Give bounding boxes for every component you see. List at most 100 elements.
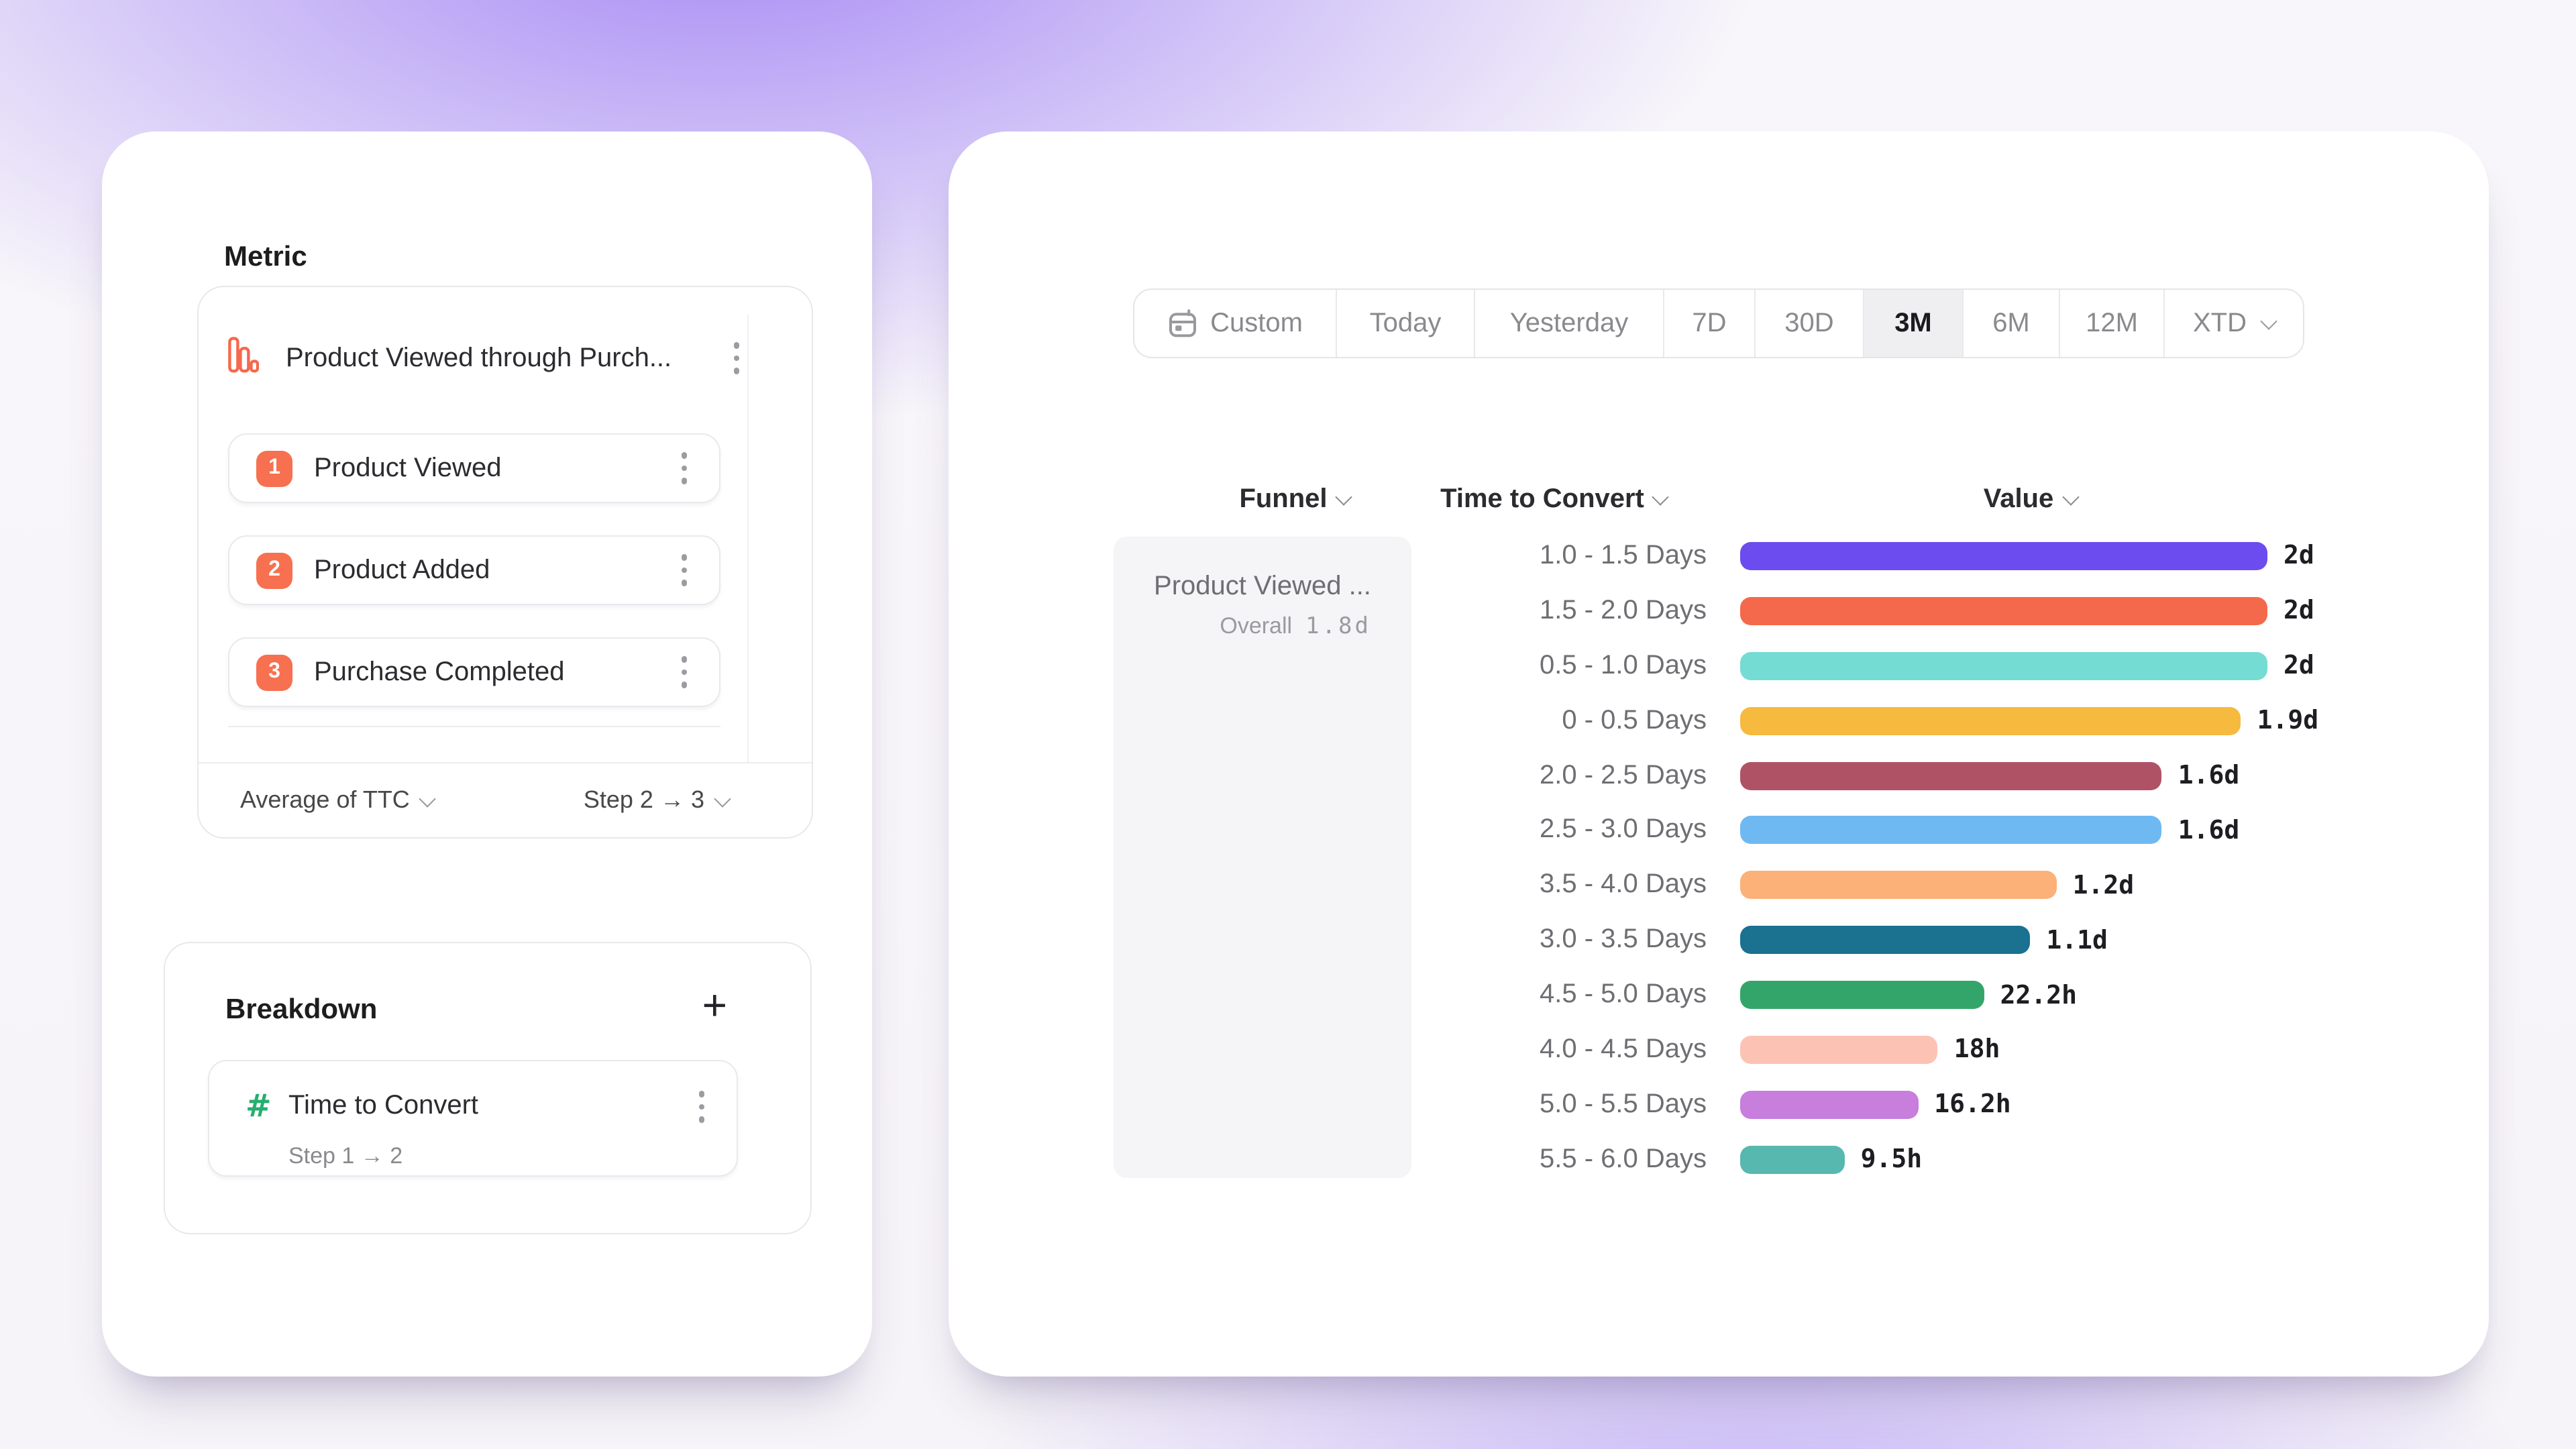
- date-range-option-label: 7D: [1692, 308, 1727, 337]
- chart-row: 2.5 - 3.0 Days 1.6d: [1456, 803, 2475, 858]
- date-range-option-label: Today: [1369, 308, 1442, 337]
- bar-value-label: 1.2d: [2072, 870, 2135, 900]
- funnel-step-row[interactable]: 3 Purchase Completed: [228, 637, 720, 707]
- bar-value-label: 1.6d: [2178, 761, 2240, 790]
- value-bar[interactable]: [1740, 871, 2057, 900]
- bucket-label: 0.5 - 1.0 Days: [1539, 650, 1707, 680]
- date-range-option-label: 30D: [1784, 308, 1834, 337]
- date-range-option-yesterday[interactable]: Yesterday: [1474, 290, 1663, 357]
- step-number-badge: 1: [256, 450, 292, 486]
- ttc-bar-chart: 1.0 - 1.5 Days 2d 1.5 - 2.0 Days 2d 0.5 …: [1456, 529, 2475, 1187]
- chevron-down-icon: [714, 790, 731, 808]
- date-range-option-today[interactable]: Today: [1336, 290, 1474, 357]
- metric-panel: Product Viewed through Purch... 1 Produc…: [197, 286, 813, 839]
- value-bar[interactable]: [1740, 926, 2031, 955]
- date-range-option-label: Yesterday: [1509, 308, 1629, 337]
- date-range-picker: Custom Today Yesterday 7D 30D 3M 6M 12M XTD: [1133, 288, 2304, 358]
- step-number-badge: 2: [256, 552, 292, 588]
- time-to-convert-column-header[interactable]: Time to Convert: [1406, 482, 1701, 517]
- step-menu-icon[interactable]: [673, 445, 695, 492]
- value-bar[interactable]: [1740, 1035, 1938, 1064]
- aggregation-dropdown[interactable]: Average of TTC: [240, 786, 437, 814]
- chevron-down-icon: [419, 790, 437, 808]
- bar-value-label: 16.2h: [1934, 1089, 2011, 1120]
- date-range-option-7d[interactable]: 7D: [1663, 290, 1754, 357]
- footer-divider: [199, 762, 812, 763]
- bucket-label: 4.5 - 5.0 Days: [1539, 979, 1707, 1010]
- funnel-step-row[interactable]: 1 Product Viewed: [228, 433, 720, 503]
- bucket-label: 2.5 - 3.0 Days: [1539, 814, 1707, 845]
- date-range-option-3m[interactable]: 3M: [1863, 290, 1962, 357]
- chart-row: 5.0 - 5.5 Days 16.2h: [1456, 1077, 2475, 1132]
- chart-row: 0.5 - 1.0 Days 2d: [1456, 639, 2475, 694]
- bucket-label: 5.0 - 5.5 Days: [1539, 1089, 1707, 1119]
- bar-value-label: 1.9d: [2257, 706, 2319, 736]
- add-breakdown-button[interactable]: +: [702, 981, 727, 1029]
- date-range-option-6m[interactable]: 6M: [1962, 290, 2059, 357]
- date-range-option-label: 6M: [1992, 308, 2030, 337]
- value-bar[interactable]: [1740, 541, 2267, 570]
- report-card: Custom Today Yesterday 7D 30D 3M 6M 12M XTD Funn…: [949, 131, 2489, 1377]
- breakdown-item[interactable]: # Time to Convert Step 1 → 2: [208, 1060, 738, 1177]
- breakdown-panel: Breakdown + # Time to Convert Step 1 → 2: [164, 942, 812, 1234]
- value-bar[interactable]: [1740, 1145, 1845, 1174]
- funnel-group-name: Product Viewed ...: [1154, 572, 1371, 601]
- scroll-track[interactable]: [747, 314, 749, 762]
- metric-section-title: Metric: [224, 241, 307, 272]
- step-number-badge: 3: [256, 654, 292, 690]
- value-bar[interactable]: [1740, 596, 2267, 625]
- step-menu-icon[interactable]: [673, 547, 695, 594]
- date-range-option-label: Custom: [1210, 308, 1303, 337]
- step-label: Product Added: [314, 555, 490, 584]
- hash-icon: #: [246, 1089, 272, 1124]
- date-range-option-custom[interactable]: Custom: [1134, 290, 1336, 357]
- funnel-group-cell[interactable]: Product Viewed ... Overall 1.8d: [1114, 537, 1411, 1178]
- bucket-label: 2.0 - 2.5 Days: [1539, 760, 1707, 790]
- step-menu-icon[interactable]: [673, 649, 695, 696]
- value-column-header[interactable]: Value: [1923, 482, 2137, 517]
- value-bar[interactable]: [1740, 981, 1984, 1010]
- query-builder-card: Metric Product Viewed through Purch... 1…: [102, 131, 872, 1377]
- chart-row: 3.5 - 4.0 Days 1.2d: [1456, 858, 2475, 913]
- bar-value-label: 2d: [2284, 596, 2314, 626]
- date-range-option-xtd[interactable]: XTD: [2163, 290, 2303, 357]
- breakdown-item-sublabel: Step 1 → 2: [288, 1142, 403, 1168]
- value-bar[interactable]: [1740, 1090, 1919, 1119]
- breakdown-section-title: Breakdown: [225, 994, 378, 1025]
- chevron-down-icon: [2260, 312, 2277, 329]
- bucket-label: 1.0 - 1.5 Days: [1539, 540, 1707, 570]
- steps-divider: [228, 726, 720, 727]
- chart-row: 3.0 - 3.5 Days 1.1d: [1456, 912, 2475, 967]
- bucket-label: 0 - 0.5 Days: [1562, 705, 1707, 735]
- chevron-down-icon: [1652, 488, 1670, 505]
- date-range-option-30d[interactable]: 30D: [1754, 290, 1863, 357]
- chart-row: 1.5 - 2.0 Days 2d: [1456, 584, 2475, 639]
- value-header-label: Value: [1983, 484, 2054, 513]
- bucket-label: 3.5 - 4.0 Days: [1539, 869, 1707, 900]
- overall-label: Overall: [1220, 613, 1293, 639]
- bucket-label: 3.0 - 3.5 Days: [1539, 924, 1707, 955]
- bar-value-label: 18h: [1953, 1034, 2000, 1065]
- value-bar[interactable]: [1740, 706, 2241, 735]
- bucket-label: 5.5 - 6.0 Days: [1539, 1144, 1707, 1174]
- ttc-header-label: Time to Convert: [1440, 484, 1644, 513]
- step-range-dropdown[interactable]: Step 2 → 3: [584, 786, 731, 814]
- bar-value-label: 22.2h: [2000, 980, 2077, 1010]
- funnel-menu-icon[interactable]: [725, 335, 747, 382]
- value-bar[interactable]: [1740, 816, 2162, 845]
- metric-footer: Average of TTC Step 2 → 3: [199, 763, 812, 837]
- value-bar[interactable]: [1740, 761, 2162, 790]
- date-range-option-12m[interactable]: 12M: [2059, 290, 2163, 357]
- step-label: Product Viewed: [314, 453, 502, 482]
- breakdown-menu-icon[interactable]: [690, 1083, 712, 1130]
- bar-value-label: 1.1d: [2046, 925, 2108, 955]
- funnel-step-row[interactable]: 2 Product Added: [228, 535, 720, 605]
- funnel-header-label: Funnel: [1239, 484, 1328, 513]
- chart-row: 4.0 - 4.5 Days 18h: [1456, 1022, 2475, 1077]
- funnel-column-header[interactable]: Funnel: [1201, 482, 1389, 517]
- chart-row: 2.0 - 2.5 Days 1.6d: [1456, 748, 2475, 803]
- value-bar[interactable]: [1740, 651, 2267, 680]
- funnel-metric-row[interactable]: Product Viewed through Purch...: [228, 287, 747, 429]
- breakdown-item-label: Time to Convert: [288, 1091, 479, 1121]
- bar-value-label: 2d: [2284, 651, 2314, 681]
